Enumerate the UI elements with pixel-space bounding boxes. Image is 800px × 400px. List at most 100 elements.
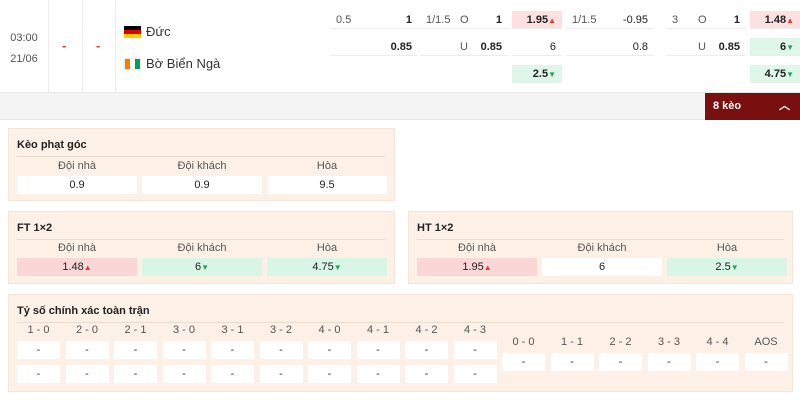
col-header-away: Đội khách — [577, 242, 627, 254]
score-header: 4 - 0 — [318, 324, 341, 336]
ft-1x2-home[interactable]: 1.95▲ — [512, 11, 562, 29]
odd-value: 6 — [194, 261, 202, 273]
more-odds-toggle-button[interactable]: 8 kèo ︿ — [705, 93, 800, 120]
score-odd-cell[interactable]: - — [259, 365, 303, 383]
panel-title: HT 1×2 — [417, 222, 454, 234]
ft-over[interactable]: 1/1.5 O 1 — [420, 11, 508, 29]
score-odd-cell[interactable]: - — [356, 365, 400, 383]
col-header-home: Đội nhà — [458, 242, 496, 254]
divider — [417, 239, 784, 240]
col-header-home: Đội nhà — [58, 160, 96, 172]
ft-handicap-home-odd: 1 — [405, 14, 412, 26]
score-odd-cell[interactable]: - — [114, 341, 157, 359]
score-odd-cell[interactable]: - — [405, 365, 448, 383]
ft-handicap-line: 0.5 — [336, 14, 352, 26]
score-home: - — [62, 38, 67, 53]
score-odd-cell[interactable]: - — [744, 353, 788, 371]
ht-over[interactable]: 3 O 1 — [666, 11, 746, 29]
ht-1x2-away[interactable]: 6▼ — [750, 38, 800, 56]
col-header-away: Đội khách — [177, 242, 227, 254]
ft-under-label: U — [460, 41, 468, 53]
score-odd-cell[interactable]: - — [162, 365, 206, 383]
score-header: 1 - 1 — [560, 336, 583, 348]
arrow-down-icon: ▼ — [333, 263, 342, 272]
corner-draw-odd[interactable]: 9.5 — [267, 176, 387, 194]
ft-1x2-draw[interactable]: 2.5▼ — [512, 65, 562, 83]
ft-1x2-panel: FT 1×2 Đội nhà Đội khách Hòa 1.48▲ 6▼ 4.… — [8, 211, 395, 284]
col-header-away: Đội khách — [177, 160, 227, 172]
ft-over-odd: 1 — [495, 14, 502, 26]
corner-away-odd[interactable]: 0.9 — [142, 176, 262, 194]
ft-handicap-away-odd: 0.85 — [390, 41, 412, 53]
ht-1x2-home-odd: 1.48 — [764, 14, 787, 26]
score-odd-cell[interactable]: - — [453, 365, 497, 383]
corner-home-odd[interactable]: 0.9 — [17, 176, 137, 194]
ft-home-odd[interactable]: 1.48▲ — [17, 258, 137, 276]
score-header: 3 - 2 — [269, 324, 292, 336]
score-odd-cell[interactable]: - — [453, 341, 497, 359]
ht-home-odd[interactable]: 1.95▲ — [417, 258, 537, 276]
score-odd-cell[interactable]: - — [308, 341, 351, 359]
score-header: 3 - 3 — [657, 336, 680, 348]
col-header-draw: Hòa — [716, 242, 738, 254]
score-header: AOS — [754, 336, 778, 348]
home-team[interactable]: Đức — [124, 24, 171, 39]
ht-ou-line: 3 — [672, 14, 679, 26]
ft-1x2-away-odd: 6 — [549, 41, 556, 53]
arrow-up-icon: ▲ — [83, 263, 92, 272]
score-odd-cell[interactable]: - — [65, 365, 109, 383]
ht-handicap-home-odd: -0.95 — [622, 14, 648, 26]
divider — [17, 156, 386, 157]
ht-handicap-home[interactable]: 1/1.5 -0.95 — [566, 11, 654, 29]
score-header: 2 - 1 — [124, 324, 147, 336]
ht-1x2-away-odd: 6 — [779, 41, 787, 53]
ft-handicap-away[interactable]: 0.85 — [330, 38, 418, 56]
corner-odds-panel: Kèo phạt góc Đội nhà Đội khách Hòa 0.9 0… — [8, 128, 395, 201]
odd-value: 1.48 — [62, 261, 84, 273]
ft-1x2-home-odd: 1.95 — [526, 14, 549, 26]
ft-away-odd[interactable]: 6▼ — [142, 258, 262, 276]
ht-draw-odd[interactable]: 2.5▼ — [667, 258, 787, 276]
ht-handicap-away[interactable]: 0.8 — [566, 38, 654, 56]
ht-1x2-draw[interactable]: 4.75▼ — [750, 65, 800, 83]
ft-handicap-home[interactable]: 0.5 1 — [330, 11, 418, 29]
ft-draw-odd[interactable]: 4.75▼ — [267, 258, 387, 276]
ht-over-odd: 1 — [733, 14, 740, 26]
away-team-name: Bờ Biển Ngà — [146, 56, 221, 71]
score-odd-cell[interactable]: - — [17, 341, 60, 359]
divider — [82, 0, 83, 92]
ft-1x2-away[interactable]: 6 — [512, 38, 562, 56]
score-odd-cell[interactable]: - — [308, 365, 351, 383]
ht-1x2-home[interactable]: 1.48▲ — [750, 11, 800, 29]
divider — [17, 322, 784, 323]
score-odd-cell[interactable]: - — [599, 353, 642, 371]
ht-under-label: U — [698, 41, 706, 53]
score-header: 2 - 2 — [609, 336, 632, 348]
arrow-up-icon: ▲ — [483, 263, 492, 272]
odd-value: 4.75 — [312, 261, 334, 273]
score-odd-cell[interactable]: - — [114, 365, 157, 383]
away-team[interactable]: Bờ Biển Ngà — [124, 56, 220, 71]
panel-title: FT 1×2 — [17, 222, 53, 234]
score-odd-cell[interactable]: - — [17, 365, 60, 383]
ht-1x2-draw-odd: 4.75 — [764, 68, 787, 80]
score-odd-cell[interactable]: - — [211, 341, 254, 359]
score-away: - — [96, 38, 101, 53]
ht-under[interactable]: U 0.85 — [666, 38, 746, 56]
score-odd-cell[interactable]: - — [405, 341, 448, 359]
score-odd-cell[interactable]: - — [356, 341, 400, 359]
score-odd-cell[interactable]: - — [65, 341, 109, 359]
score-odd-cell[interactable]: - — [162, 341, 206, 359]
score-odd-cell[interactable]: - — [550, 353, 594, 371]
ft-under[interactable]: U 0.85 — [420, 38, 508, 56]
odd-value: 1.95 — [462, 261, 484, 273]
score-odd-cell[interactable]: - — [259, 341, 303, 359]
score-odd-cell[interactable]: - — [696, 353, 739, 371]
arrow-up-icon: ▲ — [548, 16, 556, 25]
col-header-draw: Hòa — [316, 160, 338, 172]
score-odd-cell[interactable]: - — [647, 353, 691, 371]
score-odd-cell[interactable]: - — [502, 353, 545, 371]
divider — [115, 0, 116, 92]
score-odd-cell[interactable]: - — [211, 365, 254, 383]
ht-away-odd[interactable]: 6 — [542, 258, 662, 276]
